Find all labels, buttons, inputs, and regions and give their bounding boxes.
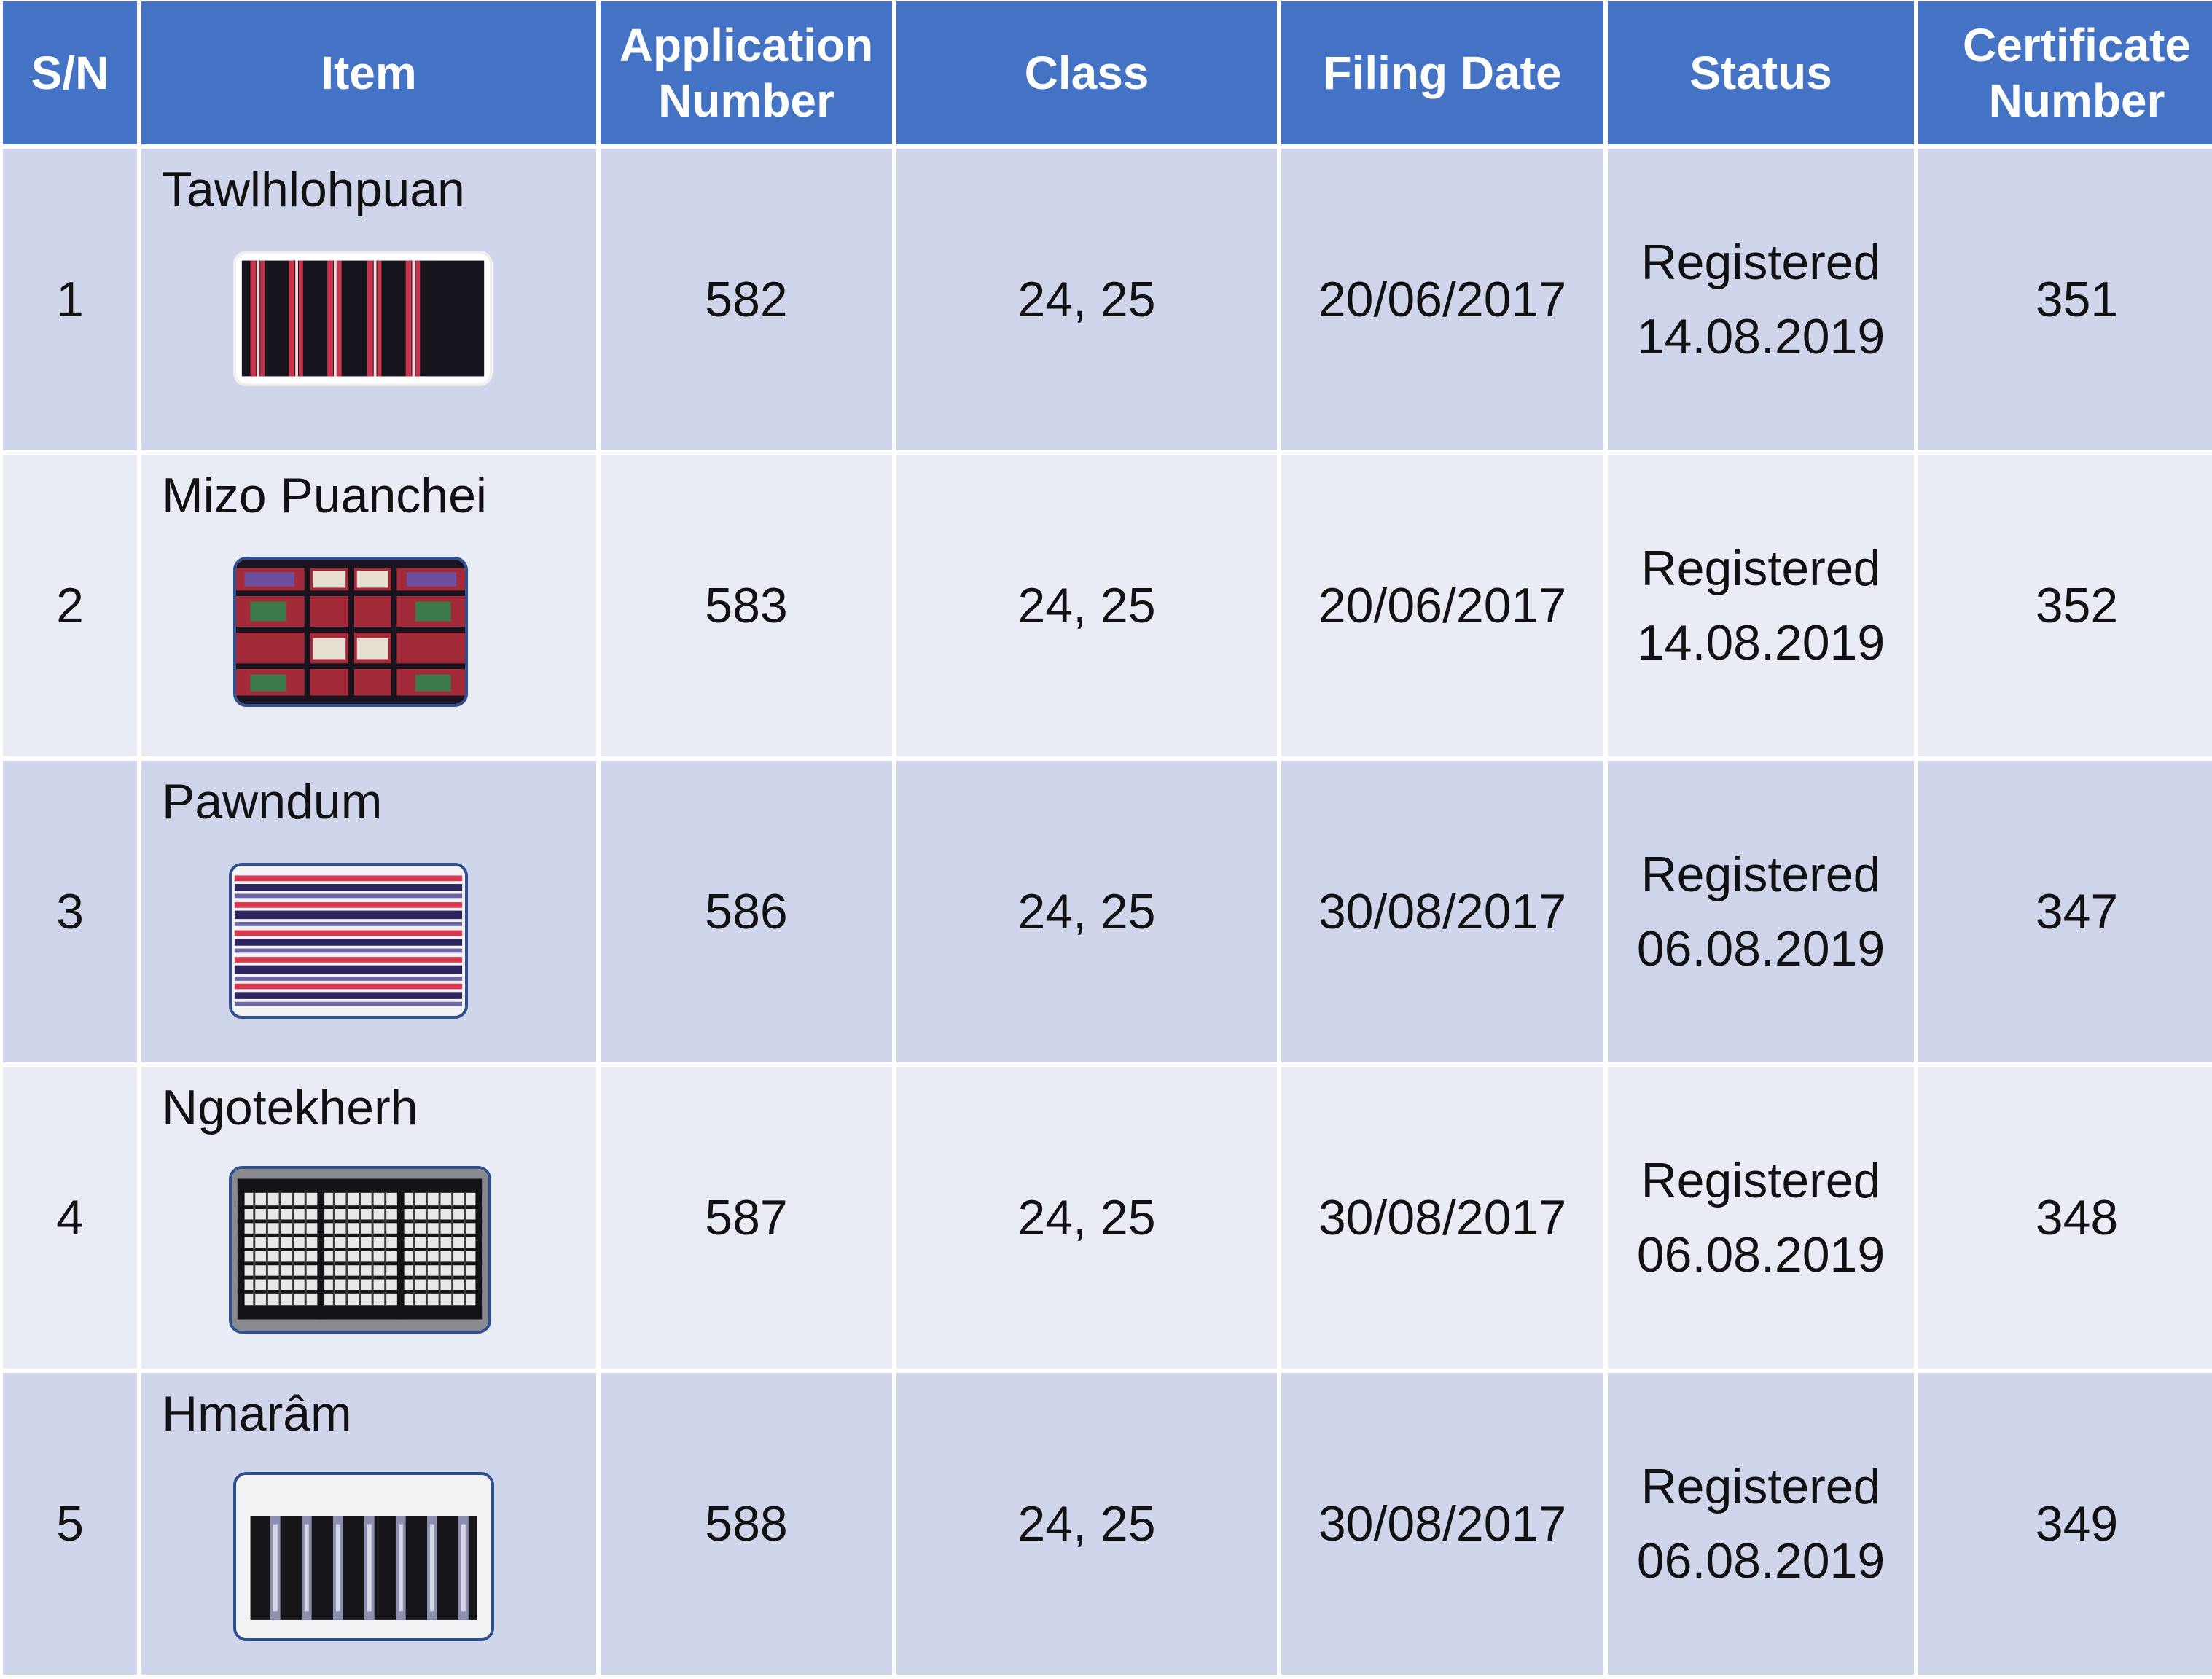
cell-certificate-number: 347 bbox=[1918, 761, 2212, 1062]
textile-image bbox=[229, 863, 468, 1019]
textile-image bbox=[233, 557, 468, 707]
status-label: Registered bbox=[1641, 1459, 1881, 1514]
item-name: Hmarâm bbox=[162, 1386, 352, 1441]
cell-class: 24, 25 bbox=[896, 455, 1277, 756]
cell-filing-date: 30/08/2017 bbox=[1281, 1373, 1603, 1675]
status-label: Registered bbox=[1641, 1153, 1881, 1208]
cell-item: Tawlhlohpuan bbox=[141, 149, 596, 450]
cell-class: 24, 25 bbox=[896, 761, 1277, 1062]
cell-application-number: 587 bbox=[601, 1067, 892, 1369]
cell-sn: 1 bbox=[3, 149, 137, 450]
item-name: Ngotekherh bbox=[162, 1080, 418, 1135]
cell-item: Hmarâm bbox=[141, 1373, 596, 1675]
item-name: Pawndum bbox=[162, 774, 383, 829]
cell-application-number: 586 bbox=[601, 761, 892, 1062]
cell-filing-date: 30/08/2017 bbox=[1281, 1067, 1603, 1369]
cell-sn: 4 bbox=[3, 1067, 137, 1369]
header-class: Class bbox=[896, 1, 1277, 144]
cell-status: Registered 06.08.2019 bbox=[1608, 761, 1914, 1062]
status-date: 06.08.2019 bbox=[1636, 1533, 1885, 1589]
cell-application-number: 583 bbox=[601, 455, 892, 756]
cell-certificate-number: 352 bbox=[1918, 455, 2212, 756]
header-application-number: Application Number bbox=[601, 1, 892, 144]
header-sn: S/N bbox=[3, 1, 137, 144]
status-date: 14.08.2019 bbox=[1636, 615, 1885, 670]
status-date: 14.08.2019 bbox=[1636, 309, 1885, 364]
cell-class: 24, 25 bbox=[896, 149, 1277, 450]
table-row: 4 Ngotekherh bbox=[3, 1067, 2212, 1369]
status-date: 06.08.2019 bbox=[1636, 921, 1885, 977]
table-row: 3 Pawndum bbox=[3, 761, 2212, 1062]
cell-status: Registered 06.08.2019 bbox=[1608, 1067, 1914, 1369]
textile-image bbox=[229, 1166, 491, 1334]
cell-certificate-number: 348 bbox=[1918, 1067, 2212, 1369]
cell-certificate-number: 351 bbox=[1918, 149, 2212, 450]
table-row: 2 Mizo Puanchei bbox=[3, 455, 2212, 756]
header-item: Item bbox=[141, 1, 596, 144]
cell-status: Registered 14.08.2019 bbox=[1608, 149, 1914, 450]
item-name: Mizo Puanchei bbox=[162, 468, 488, 523]
cell-status: Registered 14.08.2019 bbox=[1608, 455, 1914, 756]
cell-filing-date: 30/08/2017 bbox=[1281, 761, 1603, 1062]
status-label: Registered bbox=[1641, 847, 1881, 902]
cell-application-number: 588 bbox=[601, 1373, 892, 1675]
status-date: 06.08.2019 bbox=[1636, 1227, 1885, 1283]
cell-class: 24, 25 bbox=[896, 1067, 1277, 1369]
table-header-row: S/N Item Application Number Class Filing… bbox=[3, 1, 2212, 144]
cell-item: Mizo Puanchei bbox=[141, 455, 596, 756]
status-label: Registered bbox=[1641, 235, 1881, 290]
textile-image bbox=[233, 1472, 494, 1641]
header-certificate-number: Certificate Number bbox=[1918, 1, 2212, 144]
cell-sn: 3 bbox=[3, 761, 137, 1062]
cell-application-number: 582 bbox=[601, 149, 892, 450]
item-name: Tawlhlohpuan bbox=[162, 162, 465, 217]
table-row: 1 Tawlhlohpuan bbox=[3, 149, 2212, 450]
cell-item: Pawndum bbox=[141, 761, 596, 1062]
cell-sn: 5 bbox=[3, 1373, 137, 1675]
cell-item: Ngotekherh bbox=[141, 1067, 596, 1369]
textile-image bbox=[233, 251, 493, 386]
status-label: Registered bbox=[1641, 541, 1881, 596]
header-filing-date: Filing Date bbox=[1281, 1, 1603, 144]
table-row: 5 Hmarâm bbox=[3, 1373, 2212, 1675]
cell-status: Registered 06.08.2019 bbox=[1608, 1373, 1914, 1675]
cell-certificate-number: 349 bbox=[1918, 1373, 2212, 1675]
cell-filing-date: 20/06/2017 bbox=[1281, 149, 1603, 450]
cell-class: 24, 25 bbox=[896, 1373, 1277, 1675]
cell-sn: 2 bbox=[3, 455, 137, 756]
cell-filing-date: 20/06/2017 bbox=[1281, 455, 1603, 756]
header-status: Status bbox=[1608, 1, 1914, 144]
